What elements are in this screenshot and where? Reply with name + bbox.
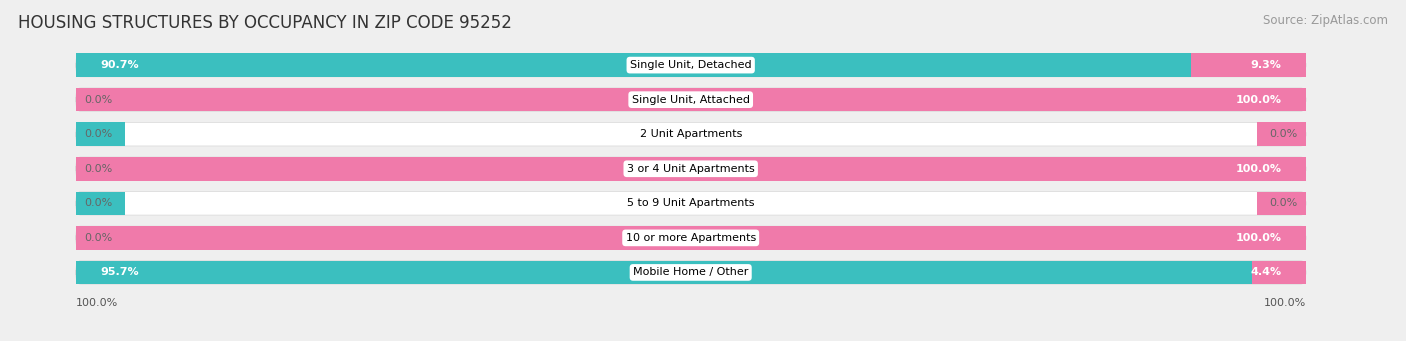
Text: 100.0%: 100.0% (76, 298, 118, 308)
Text: 9.3%: 9.3% (1250, 60, 1281, 70)
FancyBboxPatch shape (76, 157, 1306, 180)
Text: 0.0%: 0.0% (1268, 129, 1298, 139)
Text: 3 or 4 Unit Apartments: 3 or 4 Unit Apartments (627, 164, 755, 174)
Text: Single Unit, Attached: Single Unit, Attached (631, 95, 749, 105)
Bar (76, 157, 125, 180)
Bar (76, 261, 1253, 284)
Bar (76, 226, 125, 250)
Text: 0.0%: 0.0% (84, 198, 112, 208)
Text: 100.0%: 100.0% (1264, 298, 1306, 308)
Text: 0.0%: 0.0% (1268, 198, 1298, 208)
Text: Source: ZipAtlas.com: Source: ZipAtlas.com (1263, 14, 1388, 27)
FancyBboxPatch shape (76, 88, 1306, 112)
Bar (76, 226, 1306, 250)
Text: 4.4%: 4.4% (1250, 267, 1281, 278)
Text: Single Unit, Detached: Single Unit, Detached (630, 60, 752, 70)
Bar (76, 88, 1306, 112)
Bar (76, 157, 1306, 180)
FancyBboxPatch shape (76, 226, 1306, 250)
Text: 0.0%: 0.0% (84, 164, 112, 174)
Bar (76, 192, 125, 215)
FancyBboxPatch shape (76, 53, 1306, 77)
FancyBboxPatch shape (76, 261, 1306, 284)
Bar (1257, 122, 1306, 146)
Bar (76, 88, 125, 112)
Bar (1251, 261, 1306, 284)
Bar (1191, 53, 1306, 77)
Bar (76, 122, 125, 146)
Text: 0.0%: 0.0% (84, 95, 112, 105)
Text: 90.7%: 90.7% (100, 60, 139, 70)
Text: 95.7%: 95.7% (100, 267, 139, 278)
Text: 5 to 9 Unit Apartments: 5 to 9 Unit Apartments (627, 198, 755, 208)
Text: 2 Unit Apartments: 2 Unit Apartments (640, 129, 742, 139)
Text: HOUSING STRUCTURES BY OCCUPANCY IN ZIP CODE 95252: HOUSING STRUCTURES BY OCCUPANCY IN ZIP C… (18, 14, 512, 32)
Text: 100.0%: 100.0% (1236, 233, 1281, 243)
FancyBboxPatch shape (76, 122, 1306, 146)
Text: 0.0%: 0.0% (84, 129, 112, 139)
Text: Mobile Home / Other: Mobile Home / Other (633, 267, 748, 278)
Text: 100.0%: 100.0% (1236, 95, 1281, 105)
Text: 100.0%: 100.0% (1236, 164, 1281, 174)
Bar (1257, 192, 1306, 215)
FancyBboxPatch shape (76, 192, 1306, 215)
Text: 0.0%: 0.0% (84, 233, 112, 243)
Bar (76, 53, 1191, 77)
Text: 10 or more Apartments: 10 or more Apartments (626, 233, 756, 243)
